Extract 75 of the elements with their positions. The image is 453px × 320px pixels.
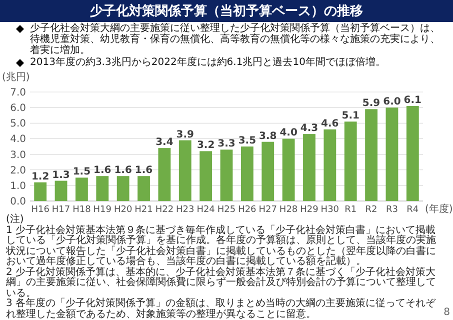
data-label: 1.6 [94, 165, 112, 176]
text: 1 少子化社会対策基本法第９条に基づき毎年作成している「少子化社会対策白書」において掲載している「少子化対策関係予算」を基に作成。各年度の予算額は、原則として、当該年度の実施状況について報告した「少子化社会対策白書」に掲載しているものとした（翌年度以降の白書において過年度修正している場合も、当該年度の白書に掲載している額を記載）。 [6, 224, 437, 267]
text: 8 [444, 307, 450, 318]
bar [54, 180, 68, 201]
y-tick-label: 6.0 [10, 103, 26, 114]
data-label: 3.2 [196, 140, 215, 152]
bar [240, 146, 254, 201]
x-tick-label: R1 [344, 205, 357, 215]
data-label: 4.6 [321, 118, 339, 130]
x-tick-label: R4 [406, 205, 419, 215]
x-tick-label: H19 [93, 205, 112, 215]
data-label: 6.0 [383, 96, 401, 108]
data-label: 4.0 [280, 128, 298, 139]
x-tick-label: H20 [114, 205, 132, 215]
data-label: 3.4 [156, 137, 174, 148]
chart-title: 少子化対策関係予算（当初予算ベース）の推移 [0, 0, 453, 22]
data-label: 1.6 [134, 165, 153, 176]
y-tick-label: 0.0 [10, 196, 26, 208]
bar [96, 176, 109, 201]
data-label: 1.5 [72, 166, 91, 178]
y-tick-label: 4.0 [10, 134, 26, 146]
data-label: 3.5 [238, 136, 256, 146]
bar [365, 109, 378, 201]
text: (注) [6, 214, 24, 225]
y-tick-label: 2.0 [10, 165, 26, 176]
y-tick-label: 3.0 [10, 150, 26, 161]
x-tick-label: H24 [196, 205, 216, 215]
bar [344, 122, 357, 201]
x-tick-label: H29 [300, 205, 319, 215]
data-label: 1.2 [31, 171, 50, 182]
bar [324, 129, 336, 201]
bar [262, 142, 274, 201]
y-tick-label: 7.0 [10, 88, 26, 98]
x-tick-label: H27 [258, 205, 277, 215]
data-label: 3.8 [259, 130, 277, 142]
data-label: 3.9 [176, 129, 194, 140]
bar [386, 108, 398, 201]
x-tick-label: R3 [386, 205, 398, 215]
bar [138, 176, 150, 201]
bar [220, 150, 233, 201]
x-tick-label: H23 [176, 205, 194, 215]
bar [76, 178, 88, 201]
x-tick-label: H26 [238, 205, 257, 215]
bar [178, 140, 192, 201]
text: 2013年度の約3.3兆円から2022年度には約6.1兆円と過去10年間でほぼ倍増。 [30, 57, 386, 68]
data-label: 4.3 [300, 123, 318, 134]
data-label: 5.1 [342, 110, 360, 122]
x-tick-label: R2 [365, 205, 378, 215]
text: 3 各年度の「少子化対策関係予算」の金額は、取りまとめ当時の大綱の主要施策に従ってそれぞれ整理した金額であるため、対象施策等の整理が異なることに留意。 [6, 298, 437, 320]
x-tick-label: H22 [155, 205, 174, 215]
data-label: 6.1 [404, 95, 422, 106]
x-tick-label: H16 [31, 205, 50, 215]
bar [200, 151, 212, 201]
bar [282, 138, 295, 201]
bar [158, 148, 171, 201]
x-tick-label: H17 [52, 205, 70, 215]
x-tick-label: H30 [320, 205, 340, 215]
bar [406, 106, 419, 201]
chart-subtitle: 少子化社会対策大綱の主要施策に従い整理した少子化対策関係予算（当初予算ベース）は、待機児童対策、幼児教育・保育の無償化、高等教育の無償化等の様々な施策の充実により、着実に増加。 [30, 23, 440, 56]
x-axis-title: (年度) [425, 203, 453, 215]
x-tick-label: H18 [72, 205, 92, 215]
bar [303, 134, 316, 201]
y-axis-title: (兆円) [2, 71, 30, 83]
data-label: 1.6 [114, 165, 132, 176]
data-label: 1.3 [52, 170, 70, 181]
x-tick-label: H21 [134, 205, 153, 215]
x-tick-label: H25 [217, 205, 236, 215]
text: 2 少子化対策関係予算は、基本的に、少子化社会対策基本法第７条に基づく「少子化社会対策大綱」の主要施策に従い、社会保障関係費に限らず一般会計及び特別会計の予算について整理している。 [6, 266, 437, 298]
y-tick-label: 5.0 [10, 118, 26, 130]
y-tick-label: 1.0 [10, 180, 26, 192]
data-label: 3.3 [218, 138, 236, 150]
x-tick-label: H28 [279, 205, 298, 215]
bar [34, 182, 47, 201]
data-label: 5.9 [362, 98, 380, 110]
bar [116, 176, 130, 201]
